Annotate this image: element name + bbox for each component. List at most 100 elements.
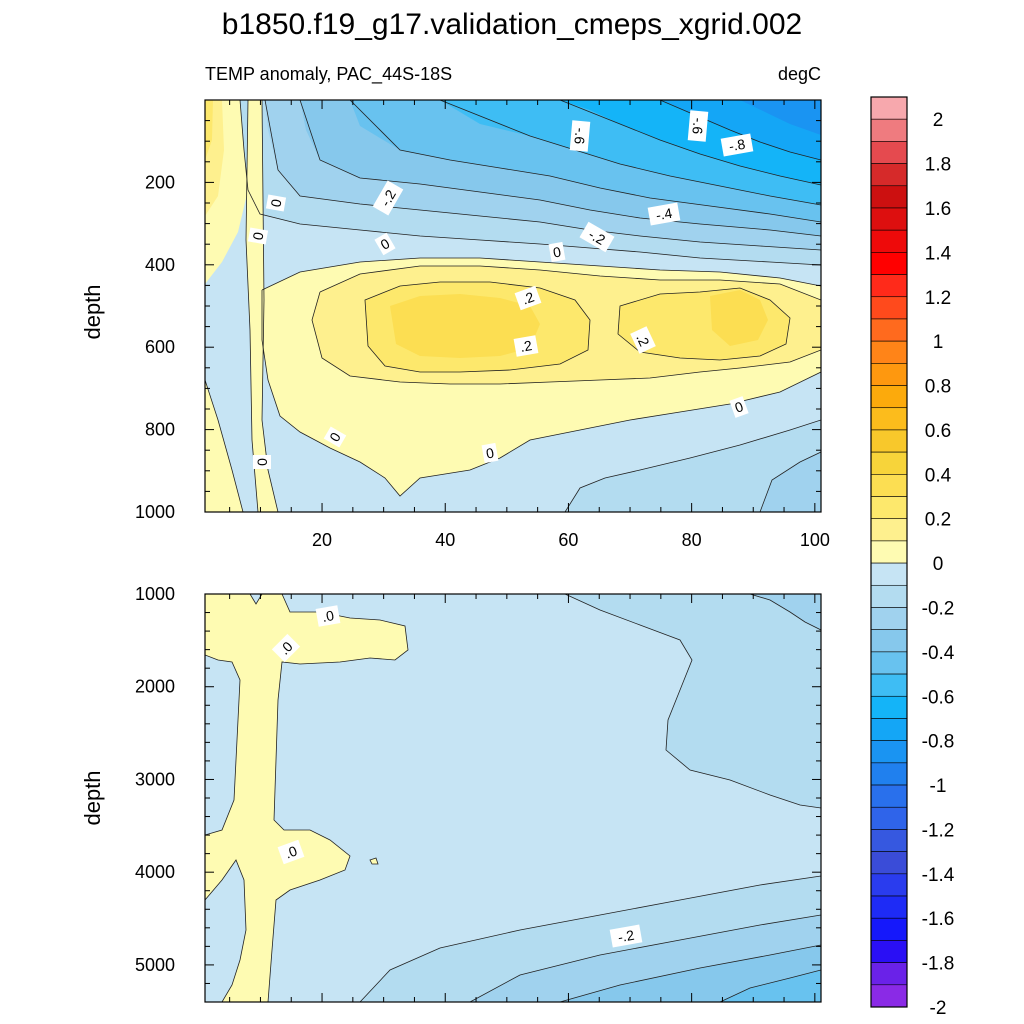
- bottom-contour-labels: .0 .0 .0 -.2: [271, 605, 643, 948]
- colorbar-tick-label: -0.2: [922, 598, 955, 619]
- svg-text:-.2: -.2: [377, 187, 399, 209]
- colorbar-swatch: [870, 695, 908, 719]
- contour-label: 0: [374, 232, 396, 256]
- colorbar-tick-label: 0.4: [925, 465, 952, 486]
- contour-label: .0: [315, 605, 341, 627]
- x-tick-label: 100: [800, 530, 830, 550]
- colorbar-swatch: [870, 429, 908, 453]
- colorbar-tick-label: 0.6: [925, 421, 951, 442]
- x-tick-label: 40: [435, 530, 455, 550]
- colorbar-tick-label: -1.8: [922, 954, 955, 975]
- y-tick-label: 1000: [135, 584, 175, 604]
- colorbar-swatch: [870, 96, 908, 120]
- contour-label: 0: [253, 455, 271, 469]
- colorbar-swatch: [870, 584, 908, 608]
- units-label: degC: [778, 64, 821, 84]
- top-panel: 0 0 -.2 0 -.6 -.6 -.8 -.4 -.2 0 .2 .2 .2 0 0 0 0 20 40 60 8…: [135, 99, 830, 550]
- contour-label: -.4: [647, 202, 681, 226]
- colorbar-swatch: [870, 607, 908, 630]
- contour-label: -.2: [609, 924, 643, 948]
- svg-text:-.8: -.8: [728, 136, 747, 155]
- colorbar-tick-label: 2: [933, 110, 944, 131]
- colorbar-tick-label: 1.6: [925, 199, 951, 220]
- y-tick-label: 400: [145, 255, 175, 275]
- colorbar: [870, 96, 908, 1008]
- svg-text:.2: .2: [519, 337, 533, 355]
- colorbar-swatch: [870, 740, 908, 764]
- bottom-axes: 1000 2000 3000 4000 5000: [135, 584, 821, 1003]
- colorbar-swatch: [870, 296, 908, 320]
- svg-text:-.4: -.4: [655, 205, 674, 224]
- contour-label: .0: [277, 839, 305, 865]
- y-tick-label: 200: [145, 172, 175, 192]
- colorbar-swatch: [870, 207, 908, 231]
- x-tick-label: 20: [312, 530, 332, 550]
- y-tick-label: 1000: [135, 502, 175, 522]
- svg-text:.2: .2: [520, 288, 537, 307]
- colorbar-tick-label: -0.6: [922, 687, 955, 708]
- colorbar-tick-label: -1.4: [922, 865, 955, 886]
- svg-text:-.6: -.6: [689, 117, 706, 135]
- colorbar-swatch: [870, 673, 908, 697]
- colorbar-tick-label: 1: [933, 332, 944, 353]
- colorbar-swatch: [870, 363, 908, 386]
- colorbar-swatch: [870, 806, 908, 830]
- chart-title: b1850.f19_g17.validation_cmeps_xgrid.002: [222, 8, 802, 41]
- colorbar-tick-label: 0.2: [925, 510, 951, 531]
- y-axis-label-top: depth: [80, 284, 105, 339]
- colorbar-swatch: [870, 407, 908, 431]
- colorbar-swatch: [870, 518, 908, 542]
- colorbar-swatch: [870, 784, 908, 808]
- colorbar-swatch: [870, 474, 908, 497]
- colorbar-swatch: [870, 118, 908, 142]
- colorbar-tick-label: 0.8: [925, 377, 951, 398]
- colorbar-swatch: [870, 540, 908, 564]
- svg-text:0: 0: [249, 231, 266, 242]
- y-tick-label: 4000: [135, 862, 175, 882]
- contour-label: 0: [481, 442, 499, 464]
- contour-label: 0: [247, 227, 269, 245]
- colorbar-tick-label: -1.2: [922, 820, 955, 841]
- contour-label: -.6: [569, 120, 591, 152]
- colorbar-tick-label: -0.8: [922, 732, 955, 753]
- colorbar-tick-label: -0.4: [922, 643, 955, 664]
- y-tick-label: 600: [145, 337, 175, 357]
- contour-label: -.2: [579, 221, 615, 253]
- bottom-contour-lines: [205, 594, 821, 1002]
- contour-label: .0: [271, 633, 301, 663]
- contour-label: 0: [265, 194, 287, 212]
- x-tick-label: 80: [682, 530, 702, 550]
- y-tick-label: 5000: [135, 955, 175, 975]
- contour-label: .2: [513, 335, 539, 357]
- colorbar-swatch: [870, 141, 908, 164]
- top-contour-fill: [205, 100, 821, 512]
- colorbar-swatch: [870, 718, 908, 741]
- svg-text:.0: .0: [283, 842, 300, 861]
- colorbar-swatch: [870, 340, 908, 364]
- colorbar-tick-label: 1.2: [925, 288, 951, 309]
- colorbar-swatch: [870, 163, 908, 187]
- colorbar-swatch: [870, 829, 908, 852]
- svg-text:-.2: -.2: [586, 226, 608, 248]
- colorbar-swatch: [870, 851, 908, 875]
- svg-text:-.2: -.2: [617, 927, 636, 946]
- colorbar-frame: [870, 96, 908, 1008]
- colorbar-swatch: [870, 917, 908, 941]
- colorbar-swatch: [870, 252, 908, 275]
- colorbar-swatch: [870, 274, 908, 298]
- svg-text:0: 0: [254, 458, 270, 466]
- y-tick-label: 2000: [135, 677, 175, 697]
- contour-label: -.2: [372, 180, 404, 216]
- colorbar-tick-label: -2: [930, 998, 947, 1019]
- colorbar-swatch: [870, 562, 908, 586]
- colorbar-swatch: [870, 629, 908, 653]
- svg-text:-.6: -.6: [571, 127, 588, 145]
- contour-label: .2: [630, 326, 656, 354]
- svg-text:.0: .0: [321, 607, 335, 625]
- y-axis-label-bottom: depth: [80, 770, 105, 825]
- colorbar-swatch: [870, 873, 908, 897]
- colorbar-swatch: [870, 318, 908, 342]
- colorbar-swatch: [870, 496, 908, 520]
- x-tick-label: 60: [558, 530, 578, 550]
- colorbar-swatch: [870, 451, 908, 475]
